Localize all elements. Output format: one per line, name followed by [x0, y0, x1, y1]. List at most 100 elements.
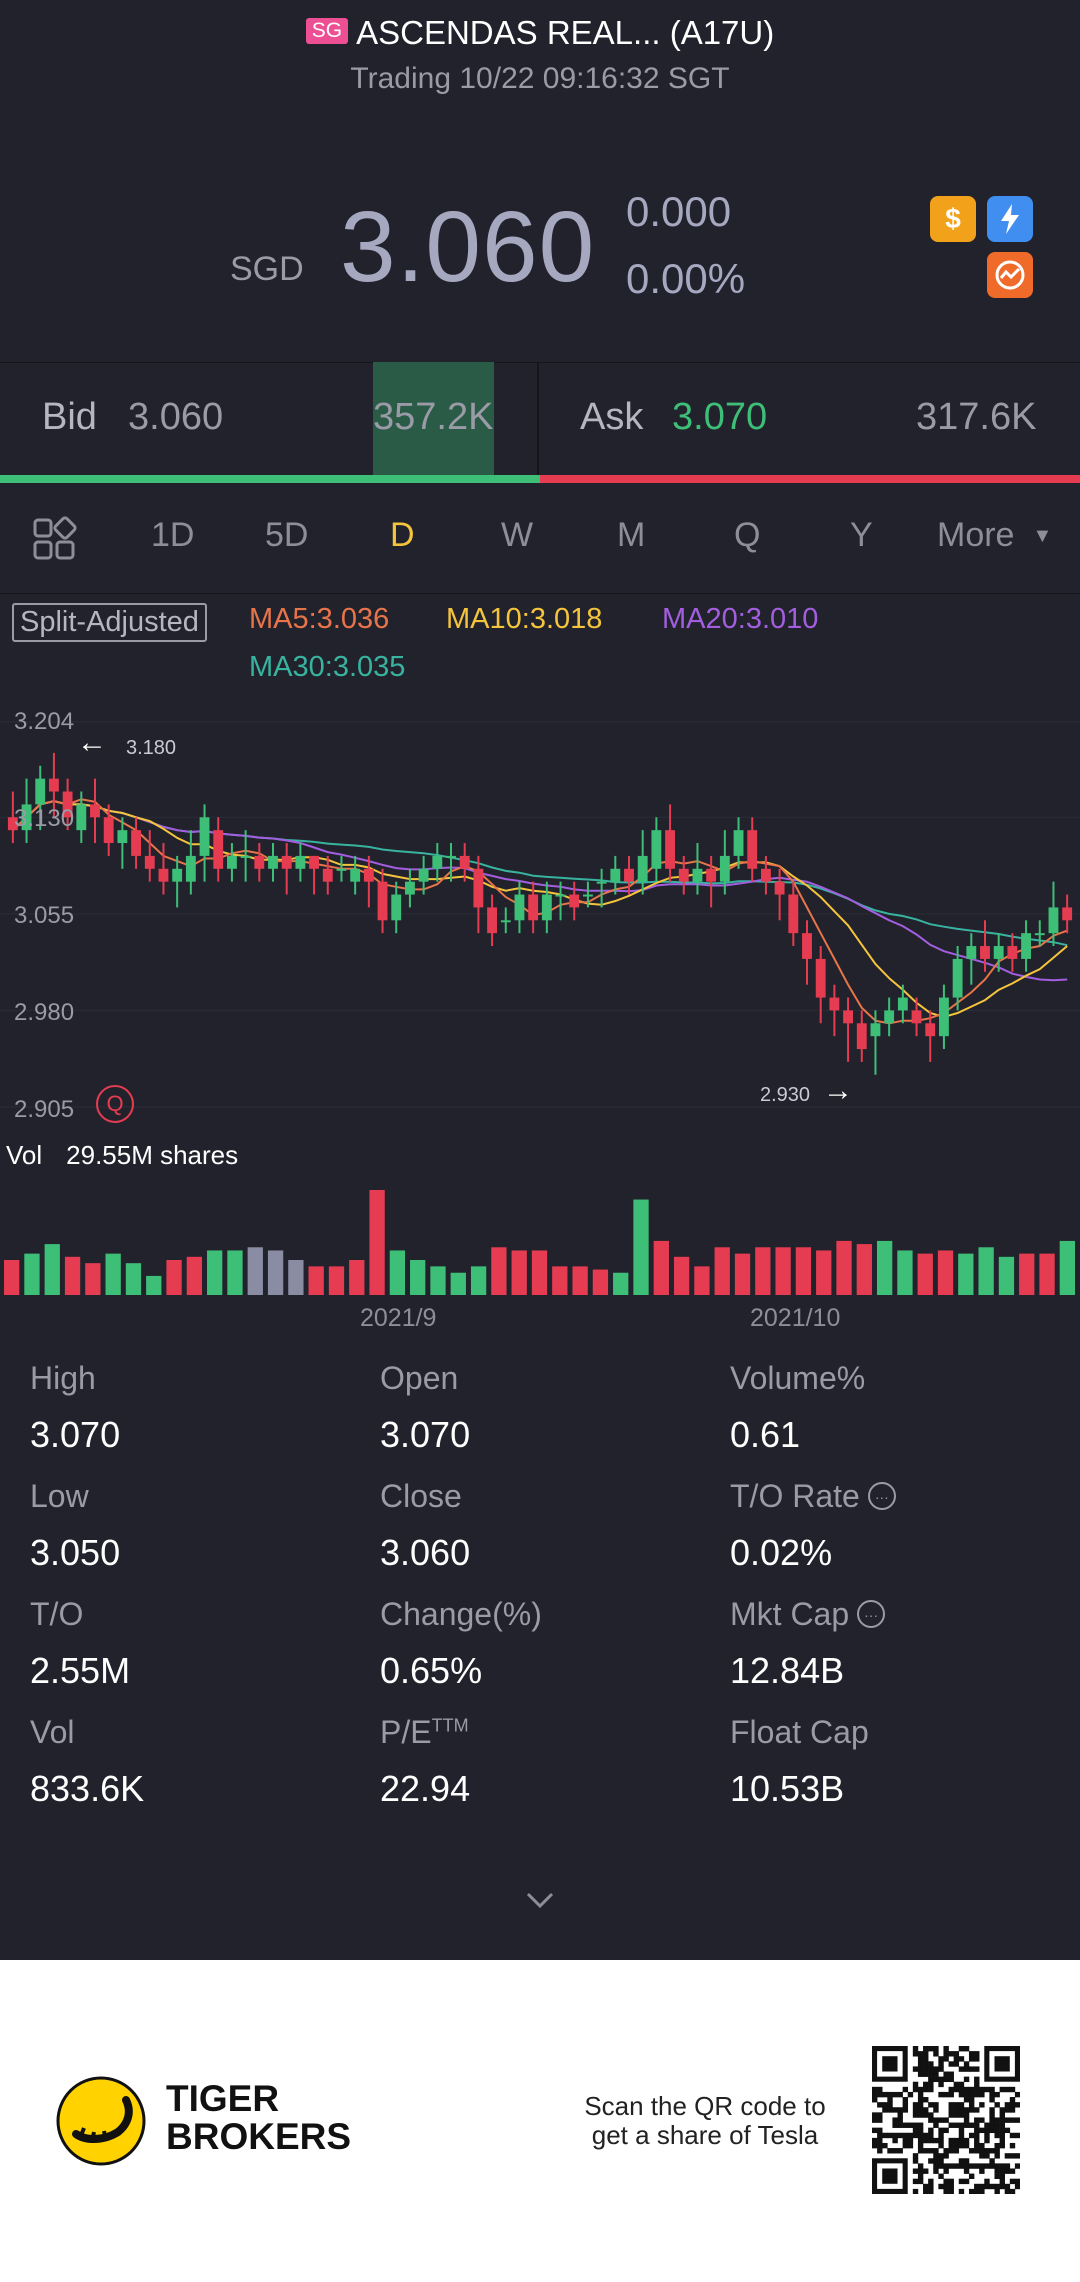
tab-m[interactable]: M	[617, 516, 646, 554]
qr-module	[948, 2071, 954, 2077]
qr-module	[887, 2107, 893, 2113]
volume-bar	[552, 1266, 568, 1295]
qr-module	[923, 2112, 929, 2118]
stat-value-pe: 22.94	[380, 1768, 471, 1809]
qr-module	[974, 2081, 980, 2088]
qr-module	[1004, 2183, 1011, 2190]
tab-5d[interactable]: 5D	[265, 516, 309, 554]
candle-body	[610, 868, 621, 882]
stock-title[interactable]: SG ASCENDAS REAL... (A17U)	[0, 14, 1080, 52]
qr-module	[938, 2137, 944, 2144]
qr-module	[923, 2056, 929, 2062]
qr-module	[892, 2132, 898, 2139]
candle-body	[432, 855, 443, 869]
stat-label-mkt-cap: Mkt Cap	[730, 1596, 850, 1632]
candle-body	[226, 855, 237, 869]
qr-module	[902, 2102, 909, 2108]
qr-module	[974, 2163, 980, 2169]
candle-body	[1007, 946, 1018, 959]
qr-module	[917, 2091, 924, 2098]
tab-d[interactable]: D	[390, 516, 415, 554]
qr-module	[917, 2168, 924, 2174]
qr-module	[938, 2076, 944, 2083]
stock-name: ASCENDAS REAL... (A17U)	[356, 14, 775, 51]
qr-module	[994, 2132, 1000, 2139]
expand-chevron-icon[interactable]	[524, 1884, 556, 1916]
qr-module	[943, 2188, 949, 2194]
more-info-icon[interactable]: ···	[867, 1481, 896, 1510]
volume-bar	[897, 1250, 913, 1295]
qr-module	[963, 2117, 970, 2123]
y-tick-label: 2.905	[14, 1096, 75, 1123]
volume-bar	[876, 1240, 893, 1295]
qr-module	[928, 2132, 934, 2139]
qr-module	[1009, 2086, 1016, 2093]
qr-module	[887, 2091, 893, 2098]
volume-bar	[531, 1250, 548, 1295]
candle-body	[692, 868, 703, 882]
chart-layout-icon[interactable]	[33, 516, 77, 560]
qr-module	[928, 2112, 934, 2118]
split-adjusted-toggle[interactable]: Split-Adjusted	[12, 603, 207, 642]
qr-module	[963, 2163, 970, 2169]
candle-body	[158, 868, 169, 882]
bid-volume-highlight	[373, 362, 494, 476]
qr-module	[917, 2051, 924, 2057]
qr-module	[1014, 2178, 1020, 2185]
qr-module	[953, 2081, 960, 2088]
qr-module	[928, 2061, 934, 2067]
arrow-left-icon: ←	[77, 726, 107, 759]
quote-q-icon[interactable]: Q	[96, 1085, 134, 1123]
qr-module	[1014, 2183, 1020, 2190]
qr-module	[943, 2127, 949, 2134]
qr-module	[938, 2127, 944, 2134]
qr-module	[933, 2102, 939, 2108]
candle-body	[1034, 933, 1045, 936]
volume-bar	[85, 1263, 101, 1295]
candle-body	[760, 868, 771, 882]
qr-module	[994, 2183, 1000, 2190]
candle-body	[377, 881, 388, 921]
qr-module	[923, 2046, 929, 2052]
qr-module	[912, 2046, 919, 2052]
tab-q[interactable]: Q	[734, 516, 761, 554]
qr-module	[1009, 2142, 1016, 2149]
qr-module	[928, 2148, 934, 2154]
qr-module	[928, 2066, 934, 2072]
qr-module	[979, 2168, 985, 2174]
qr-module	[923, 2137, 929, 2144]
dollar-icon[interactable]: $	[930, 196, 976, 242]
qr-module	[877, 2086, 883, 2093]
qr-module	[917, 2112, 924, 2118]
vol-value: 29.55M shares	[66, 1140, 239, 1170]
qr-module	[948, 2086, 954, 2093]
qr-module	[968, 2107, 975, 2113]
more-info-icon[interactable]: ···	[857, 1599, 886, 1628]
qr-code-icon[interactable]	[872, 2046, 1020, 2194]
stat-label-change: Change(%)	[380, 1596, 542, 1632]
pattern-icon[interactable]	[987, 252, 1033, 298]
chevron-down-icon: ▼	[1032, 525, 1053, 547]
y-tick-label: 2.980	[14, 999, 75, 1026]
tab-more[interactable]: More ▼	[937, 516, 1052, 555]
flash-icon[interactable]	[987, 196, 1033, 242]
qr-module	[917, 2173, 924, 2179]
volume-bar	[166, 1260, 182, 1295]
qr-module	[953, 2051, 960, 2057]
tab-y[interactable]: Y	[850, 516, 873, 554]
tab-w[interactable]: W	[501, 516, 534, 554]
qr-module	[1004, 2188, 1011, 2194]
qr-module	[999, 2122, 1005, 2128]
stat-label-volume-pct: Volume%	[730, 1360, 866, 1396]
qr-module	[892, 2091, 898, 2098]
qr-module	[917, 2061, 924, 2067]
candlestick-chart[interactable]	[0, 690, 1080, 1330]
qr-module	[948, 2178, 954, 2185]
qr-module	[989, 2112, 995, 2118]
volume-bar	[450, 1272, 466, 1295]
qr-module	[923, 2107, 929, 2113]
qr-module	[958, 2132, 965, 2139]
qr-module	[958, 2122, 965, 2128]
qr-module	[917, 2178, 924, 2185]
tab-1d[interactable]: 1D	[151, 516, 195, 554]
